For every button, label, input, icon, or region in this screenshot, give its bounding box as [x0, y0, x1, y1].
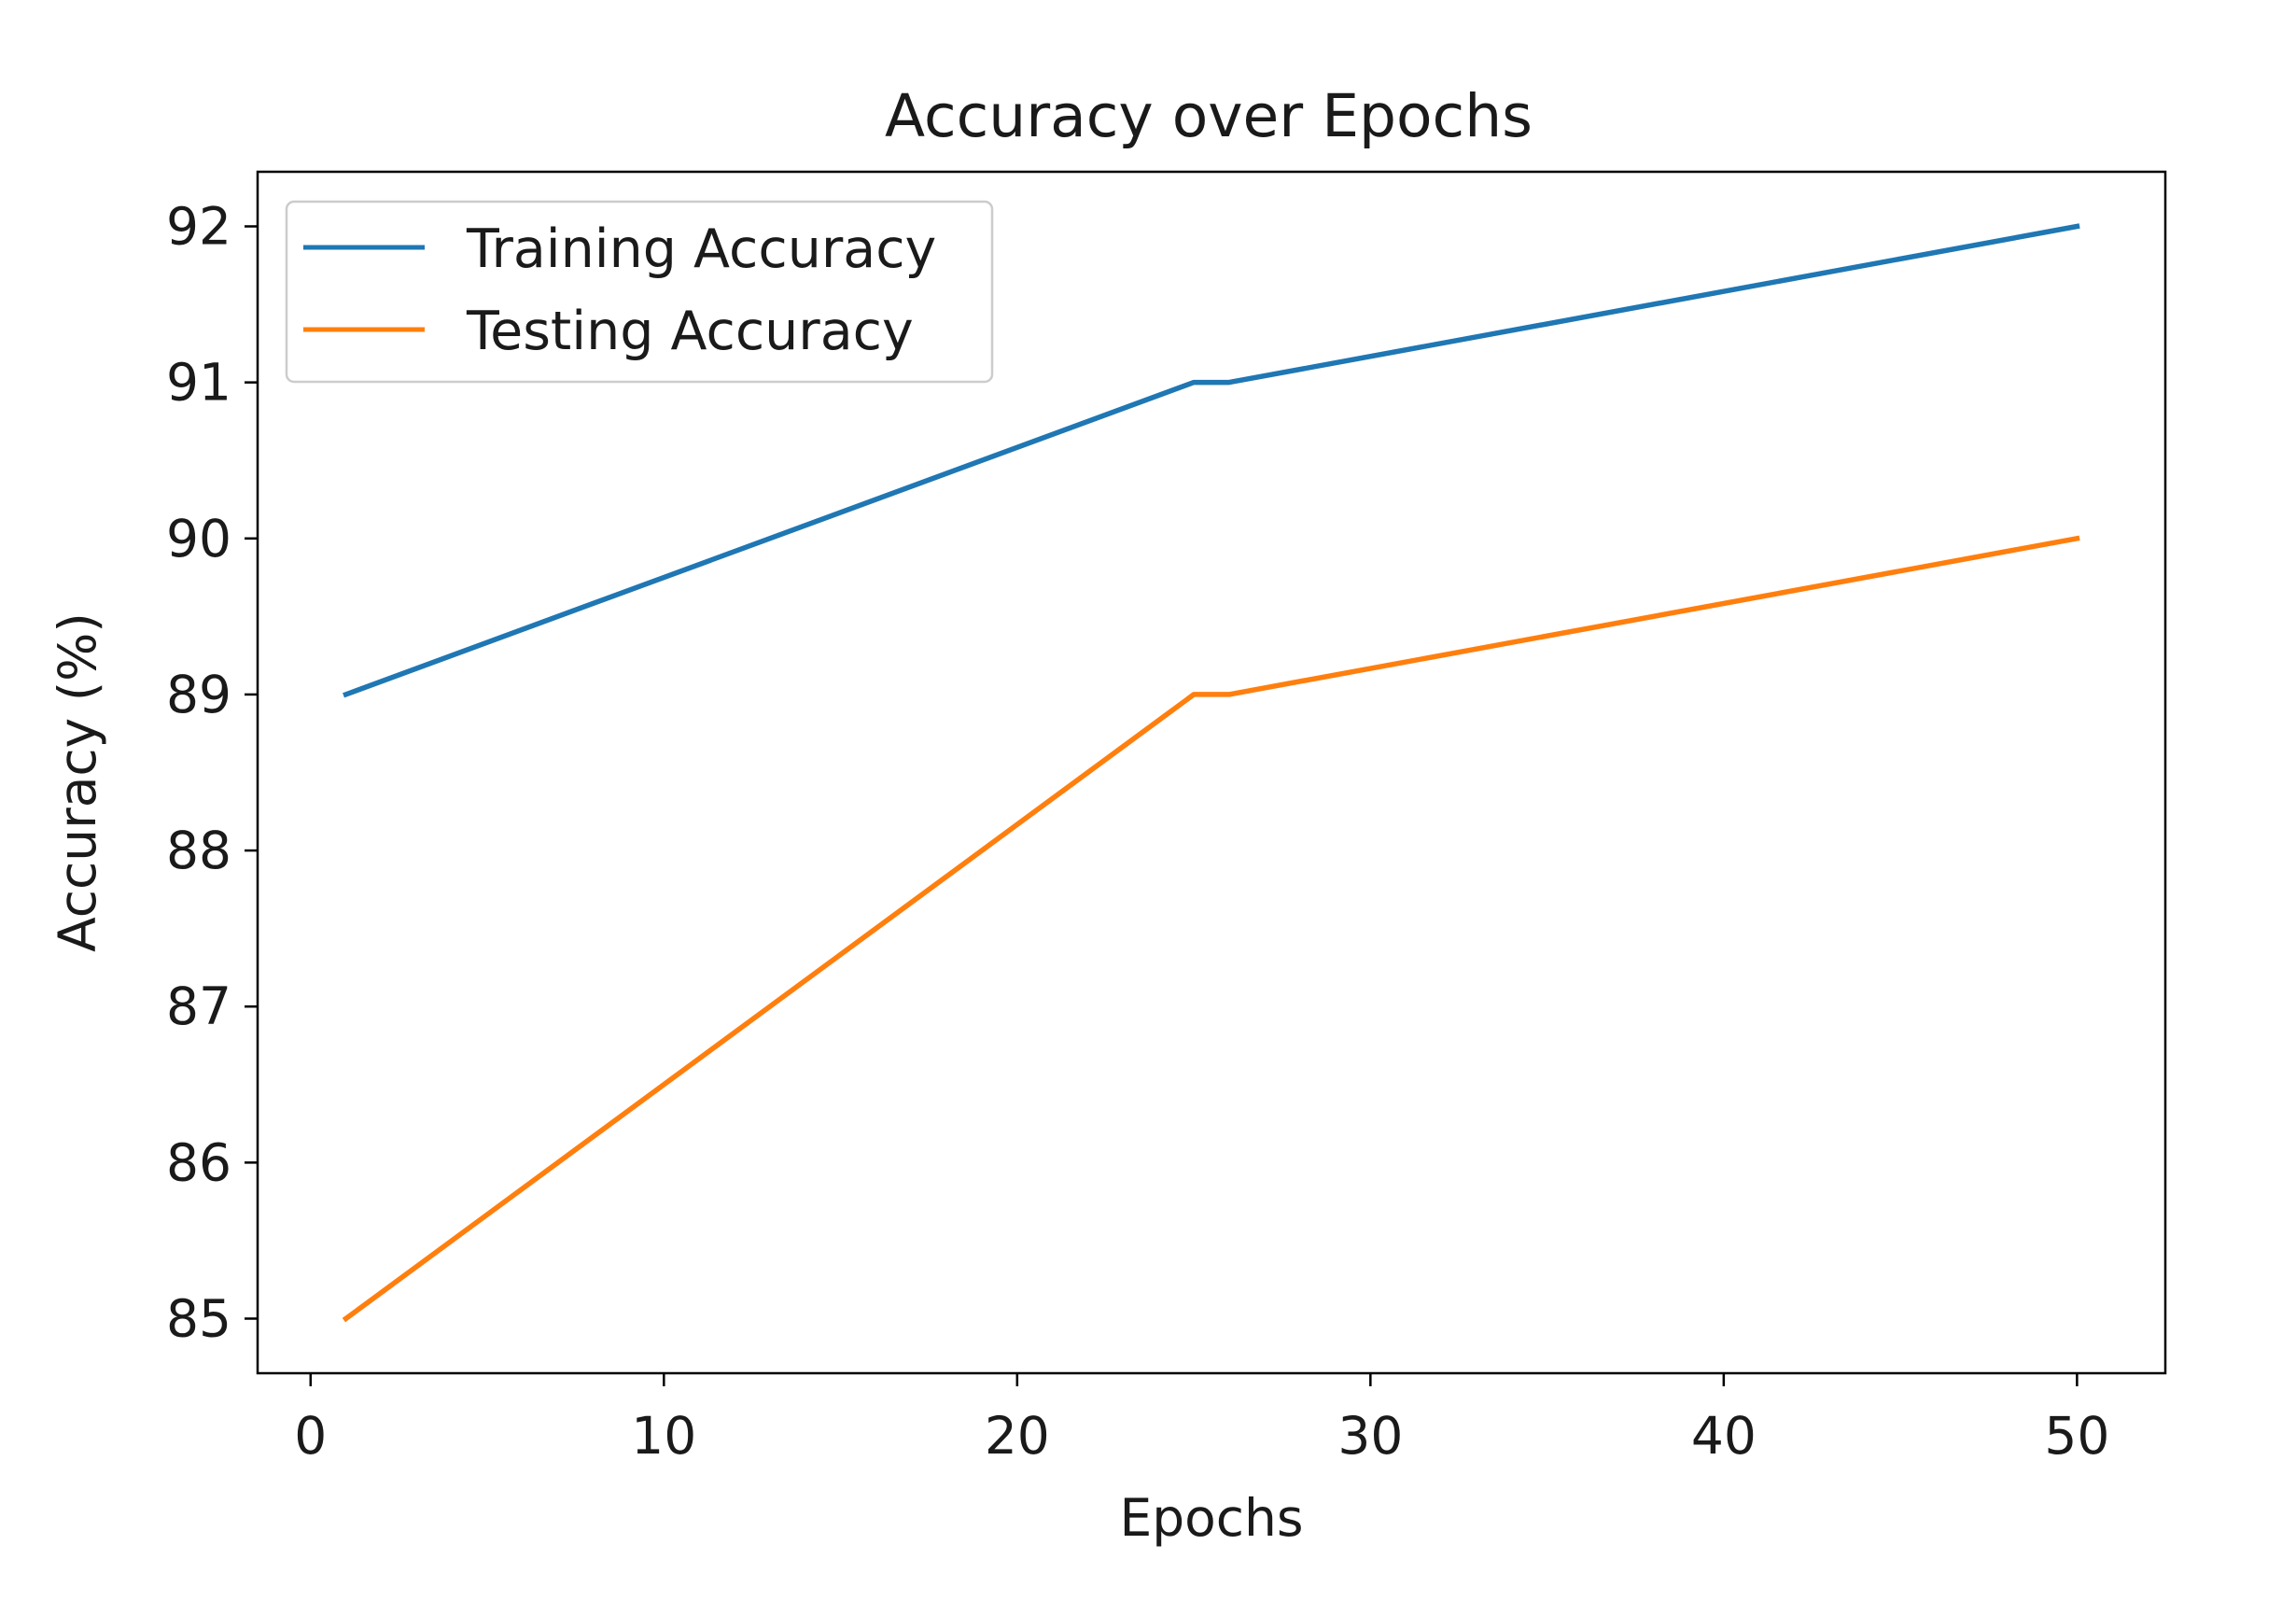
series-line-training-accuracy [343, 223, 2080, 698]
y-tick-label: 86 [166, 1132, 231, 1192]
x-tick-label: 50 [2044, 1406, 2109, 1466]
plot-area [342, 223, 2080, 1323]
legend: Training Accuracy Testing Accuracy [285, 200, 994, 384]
legend-label-testing-accuracy: Testing Accuracy [466, 301, 914, 362]
series-line-testing-accuracy [342, 535, 2080, 1323]
plot-frame [256, 170, 2167, 1375]
x-axis-label: Epochs [1119, 1488, 1303, 1548]
y-axis-label: Accuracy (%) [48, 612, 107, 952]
y-tick-label: 85 [166, 1289, 231, 1349]
x-tick-label: 30 [1337, 1406, 1403, 1466]
y-axis-ticks: 85 86 87 88 89 90 91 92 [166, 197, 258, 1349]
x-tick-label: 20 [985, 1406, 1050, 1466]
x-axis-ticks: 0 10 20 30 40 50 [294, 1373, 2109, 1466]
chart-title: Accuracy over Epochs [885, 82, 1533, 150]
y-tick-label: 92 [166, 197, 231, 257]
x-tick-label: 10 [631, 1406, 696, 1466]
y-tick-label: 87 [166, 976, 231, 1036]
legend-label-training-accuracy: Training Accuracy [466, 218, 936, 280]
y-tick-label: 90 [166, 509, 231, 569]
y-tick-label: 88 [166, 821, 231, 880]
x-tick-label: 40 [1691, 1406, 1757, 1466]
x-tick-label: 0 [294, 1406, 327, 1466]
y-tick-label: 89 [166, 665, 231, 724]
y-tick-label: 91 [166, 353, 231, 413]
legend-box [285, 200, 994, 384]
